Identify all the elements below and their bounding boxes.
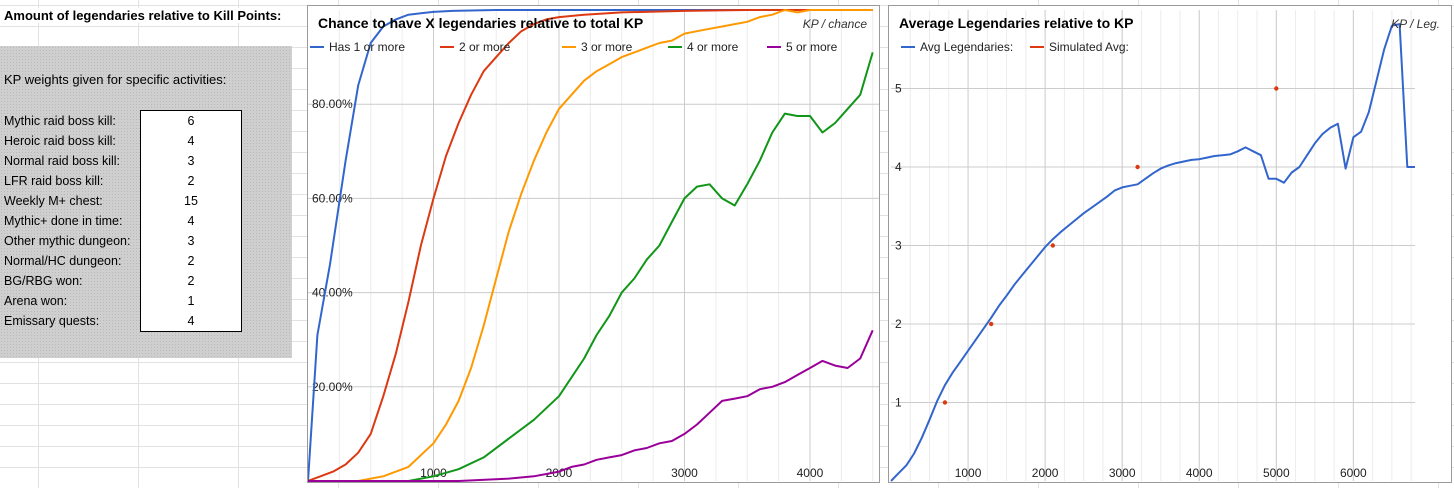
table-row: BG/RBG won: 2 (0, 271, 242, 291)
x-tick-label: 6000 (1340, 466, 1367, 480)
weight-label: Normal/HC dungeon: (4, 254, 122, 268)
series-line-3-or-more (308, 9, 873, 482)
weight-label: Weekly M+ chest: (4, 194, 103, 208)
data-point-simulated-avg (1050, 243, 1056, 248)
weight-value-cell[interactable]: 4 (140, 311, 242, 332)
weight-value-cell[interactable]: 1 (140, 291, 242, 311)
table-row: Other mythic dungeon: 3 (0, 231, 242, 251)
legend-label: 5 or more (786, 40, 838, 54)
table-row: Arena won: 1 (0, 291, 242, 311)
legend-label: Has 1 or more (329, 40, 405, 54)
weight-label: Heroic raid boss kill: (4, 134, 116, 148)
x-tick-label: 1000 (955, 466, 982, 480)
weight-label: BG/RBG won: (4, 274, 83, 288)
weight-value-cell[interactable]: 3 (140, 151, 242, 171)
weight-value-cell[interactable]: 6 (140, 110, 242, 131)
series-line-4-or-more (308, 52, 874, 482)
table-row: Mythic raid boss kill: 6 (0, 110, 242, 131)
weight-value-cell[interactable]: 2 (140, 171, 242, 191)
corner-label: KP / chance (803, 17, 868, 31)
chance-chart[interactable]: 1000 2000 3000 4000 20.00% 40.00% 60.00% 80.00%… (307, 5, 880, 483)
series-line-avg-legendaries (890, 23, 1415, 482)
x-tick-label: 2000 (1032, 466, 1059, 480)
data-point-simulated-avg (942, 400, 948, 405)
y-tick-label: 40.00% (312, 286, 353, 300)
x-tick-label: 1000 (420, 466, 447, 480)
y-tick-label: 20.00% (312, 380, 353, 394)
sheet-title: Amount of legendaries relative to Kill P… (4, 8, 288, 23)
corner-label: KP / Leg. (1391, 17, 1440, 31)
weight-value-cell[interactable]: 4 (140, 131, 242, 151)
series-line-2-or-more (307, 9, 873, 482)
weight-label: Arena won: (4, 294, 68, 308)
average-chart-svg: 1000 2000 3000 4000 5000 6000 1 2 3 4 5 Average Leg… (890, 10, 1440, 482)
weight-value-cell[interactable]: 4 (140, 211, 242, 231)
y-tick-label: 1 (895, 396, 902, 410)
table-row: Emissary quests: 4 (0, 311, 242, 332)
weight-label: Mythic+ done in time: (4, 214, 123, 228)
chart-title: Average Legendaries relative to KP (899, 15, 1133, 31)
weight-label: Mythic raid boss kill: (4, 113, 116, 128)
table-row: Normal raid boss kill: 3 (0, 151, 242, 171)
table-row: Weekly M+ chest: 15 (0, 191, 242, 211)
data-point-simulated-avg (988, 321, 994, 327)
legend-label: 4 or more (687, 40, 739, 54)
y-tick-label: 60.00% (312, 191, 353, 205)
weights-label: KP weights given for specific activities… (4, 72, 227, 87)
x-tick-label: 3000 (1109, 466, 1136, 480)
weight-label: Emissary quests: (4, 314, 100, 329)
y-tick-label: 3 (895, 239, 902, 253)
average-chart[interactable]: 1000 2000 3000 4000 5000 6000 1 2 3 4 5 Average Leg… (888, 5, 1452, 483)
weight-value-cell[interactable]: 2 (140, 271, 242, 291)
chance-chart-svg: 1000 2000 3000 400020.00%40.00%60.00%80.00%… (307, 9, 879, 482)
x-tick-label: 4000 (1186, 466, 1213, 480)
series-line-5-or-more (308, 329, 874, 482)
x-tick-label: 4000 (797, 466, 824, 480)
weight-value-cell[interactable]: 2 (140, 251, 242, 271)
weight-label: Normal raid boss kill: (4, 154, 121, 168)
y-tick-label: 2 (895, 317, 902, 331)
table-row: Mythic+ done in time: 4 (0, 211, 242, 231)
table-row: LFR raid boss kill: 2 (0, 171, 242, 191)
x-tick-label: 5000 (1263, 466, 1290, 480)
data-point-simulated-avg (1274, 86, 1279, 91)
y-tick-label: 5 (895, 82, 902, 96)
weight-label: LFR raid boss kill: (4, 174, 104, 188)
legend-label: Simulated Avg: (1049, 40, 1129, 54)
x-tick-label: 3000 (671, 466, 698, 480)
table-row: Heroic raid boss kill: 4 (0, 131, 242, 151)
legend-label: 2 or more (459, 40, 511, 54)
weight-label: Other mythic dungeon: (4, 234, 131, 248)
series-line-has-1-or-more (307, 9, 873, 482)
weight-value-cell[interactable]: 3 (140, 231, 242, 251)
kp-weights-table: Mythic raid boss kill: 6 Heroic raid boss… (0, 110, 242, 332)
chart-title: Chance to have X legendaries relative to… (318, 15, 643, 31)
legend-label: Avg Legendaries: (920, 40, 1013, 54)
table-row: Normal/HC dungeon: 2 (0, 251, 242, 271)
data-point-simulated-avg (1135, 164, 1140, 170)
y-tick-label: 80.00% (312, 97, 353, 111)
legend-label: 3 or more (581, 40, 633, 54)
weight-value-cell[interactable]: 15 (140, 191, 242, 211)
y-tick-label: 4 (895, 160, 902, 174)
